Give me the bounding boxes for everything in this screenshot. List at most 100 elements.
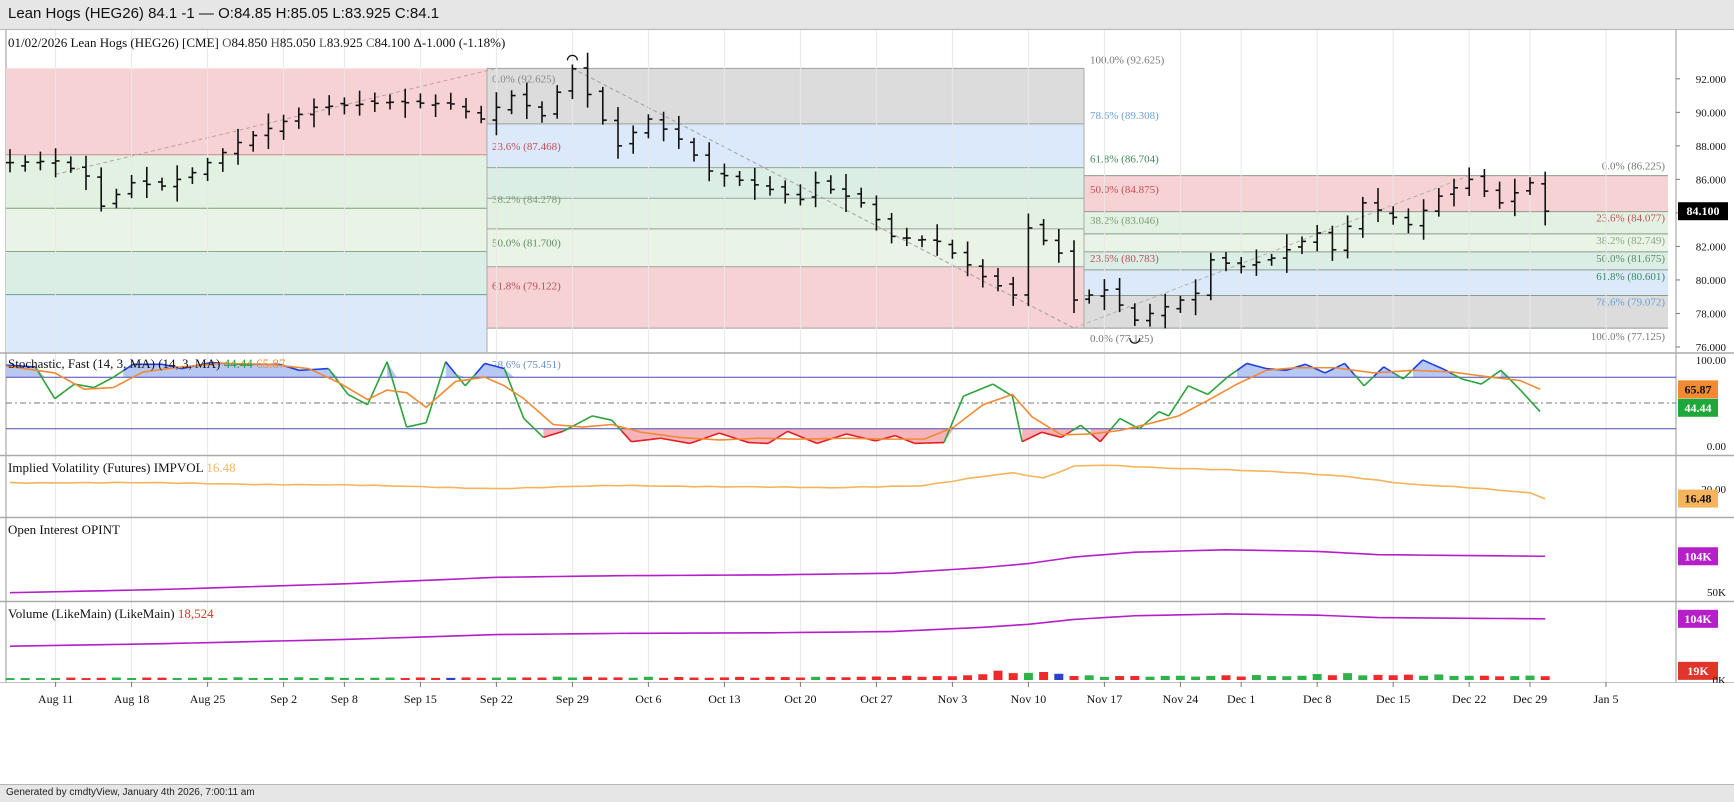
price-bar: [477, 105, 486, 124]
volume-bar: [1236, 676, 1246, 680]
x-axis-label: Aug 25: [190, 692, 226, 706]
oi-code: OPINT: [82, 522, 120, 537]
volume-bar: [385, 677, 395, 680]
price-bar: [796, 184, 805, 206]
price-bar: [66, 156, 75, 173]
x-axis-label: Oct 20: [784, 692, 816, 706]
volume-bar: [279, 678, 289, 680]
price-bar: [1222, 252, 1230, 272]
volume-bar: [765, 676, 775, 680]
stochastic-k-segment: [1490, 369, 1502, 378]
price-bar: [690, 137, 698, 162]
price-bar: [1070, 240, 1078, 314]
price-bar: [978, 259, 987, 288]
volume-bar: [1084, 675, 1094, 680]
header-symbol: 01/02/2026 Lean Hogs (HEG26) [CME]: [8, 35, 222, 50]
price-bar: [97, 167, 106, 212]
fib-left-label: 50.0% (81.700): [492, 237, 561, 249]
x-axis-label: Dec 1: [1227, 692, 1255, 706]
stochastic-k-segment: [435, 361, 447, 393]
stochastic-k-segment: [641, 438, 651, 442]
volume-bar: [598, 677, 608, 680]
fib-left-zone-61-78: [6, 294, 487, 352]
stochastic-k-segment: [494, 365, 505, 370]
volume-bar: [704, 677, 714, 680]
volume-oi-badge-value: 104K: [1684, 612, 1712, 626]
price-bar: [1541, 171, 1550, 226]
price-bar: [1115, 278, 1124, 313]
volume-bar: [1449, 675, 1459, 680]
header-low: 83.925: [327, 35, 366, 50]
fib-left-label: 38.2% (84.278): [492, 194, 561, 206]
volume-bar: [355, 677, 365, 680]
volume-bar: [1434, 674, 1444, 680]
trend-line-down: [572, 67, 1075, 329]
stochastic-k-segment: [689, 439, 700, 445]
price-bar: [142, 166, 151, 198]
stochastic-axis-label: 0.00: [1707, 441, 1727, 453]
price-bar: [21, 155, 30, 172]
stochastic-k-segment: [1148, 410, 1160, 421]
stochastic-k-segment: [513, 393, 525, 419]
volume-bar: [111, 677, 121, 680]
x-axis-label: Nov 3: [938, 692, 968, 706]
fib-mid-label: 78.6% (89.308): [1090, 110, 1159, 122]
chart-area[interactable]: 0.0% (92.625) 23.6% (87.468) 38.2% (84.278…: [0, 30, 1734, 784]
price-bar: [659, 111, 668, 142]
price-bar: [522, 82, 531, 120]
x-axis-label: Nov 24: [1163, 692, 1199, 706]
price-bar: [963, 241, 972, 277]
volume-bar: [1373, 674, 1383, 680]
price-bar: [1130, 303, 1139, 326]
price-axis-label: 92.000: [1696, 74, 1727, 86]
x-axis: Aug 11 Aug 18 Aug 25 Sep 2 Sep 8 Sep 15 Sep 22…: [0, 682, 1734, 784]
fib-right-label: 78.6% (79.072): [1596, 296, 1665, 308]
x-axis-label: Jan 5: [1594, 692, 1619, 706]
price-bar: [1510, 178, 1519, 217]
volume-bar: [841, 677, 851, 680]
volume-bar: [263, 678, 273, 680]
stochastic-k-segment: [1119, 417, 1131, 425]
x-axis-label: Dec 22: [1452, 692, 1486, 706]
volume-bar: [856, 676, 866, 680]
fib-right-zone-0-23: [1084, 175, 1668, 212]
volume-oi-line: [9, 613, 1546, 647]
stochastic-k-segment: [806, 438, 818, 445]
price-header: 01/02/2026 Lean Hogs (HEG26) [CME] O84.8…: [8, 35, 505, 50]
stochastic-k-segment: [327, 368, 339, 382]
stochastic-k-segment: [366, 382, 379, 406]
volume-bar: [1297, 675, 1307, 680]
price-bar: [994, 268, 1002, 292]
price-bar: [629, 125, 638, 154]
volume-bar: [127, 678, 137, 680]
header-open: 84.850: [232, 35, 271, 50]
volume-bar: [902, 675, 912, 680]
price-bar: [492, 92, 501, 136]
stochastic-k-segment: [992, 383, 1004, 391]
volume-bar: [203, 677, 213, 680]
volume-bar: [613, 677, 623, 680]
stochastic-k-segment: [1080, 424, 1092, 435]
x-axis-label: Dec 8: [1303, 692, 1331, 706]
price-bar: [1298, 236, 1306, 255]
volume-bar: [978, 674, 988, 680]
price-bar: [234, 128, 242, 165]
volume-bar: [294, 677, 304, 680]
stochastic-k-segment: [44, 382, 56, 400]
price-bar: [1434, 188, 1443, 217]
stochastic-k-segment: [543, 433, 554, 439]
trend-line-up: [55, 67, 497, 175]
price-bar: [1480, 168, 1489, 198]
oi-axis-label: 50K: [1707, 587, 1726, 599]
stochastic-k-segment: [1158, 410, 1170, 417]
stochastic-k-segment: [1510, 379, 1522, 391]
price-bar: [553, 85, 562, 119]
footer-text: Generated by cmdtyView, January 4th 2026…: [6, 787, 255, 798]
volume-badge-value: 19K: [1687, 664, 1709, 678]
volume-bar: [1130, 676, 1140, 680]
stochastic-k-segment: [1187, 385, 1199, 391]
fib-right-label: 50.0% (81.675): [1596, 253, 1665, 265]
impvol-line: [9, 464, 1546, 500]
volume-bar: [1525, 675, 1535, 680]
price-bar: [720, 163, 729, 187]
